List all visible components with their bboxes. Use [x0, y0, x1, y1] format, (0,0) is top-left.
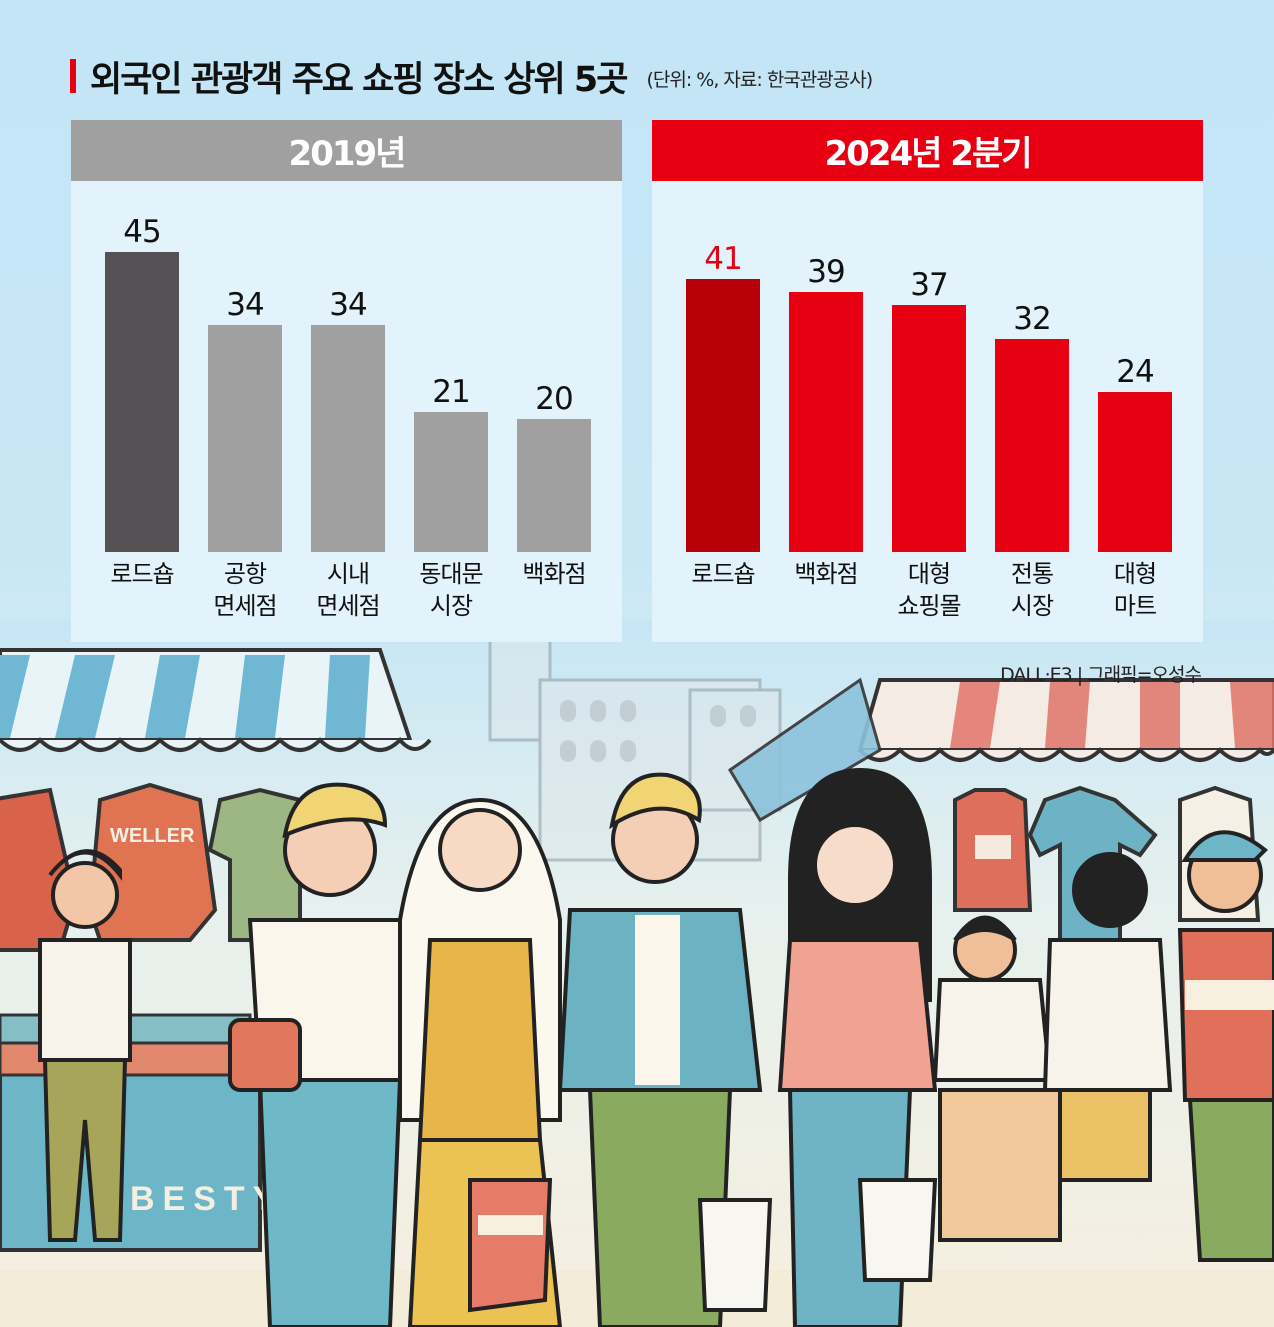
bar — [414, 412, 488, 552]
chart-subtitle: (단위: %, 자료: 한국관광공사) — [646, 68, 873, 91]
bar-value-label: 32 — [1013, 301, 1051, 337]
svg-text:BESTY: BESTY — [130, 1180, 283, 1218]
category-label: 대형 마트 — [1113, 560, 1157, 620]
bar-value-label: 37 — [910, 267, 948, 303]
category-label: 대형 쇼핑몰 — [897, 560, 961, 620]
market-illustration: WELLER BESTY — [0, 620, 1274, 1327]
bar-group: 39 — [789, 242, 863, 552]
category-label: 백화점 — [794, 560, 858, 588]
chart-title-row: 외국인 관광객 주요 쇼핑 장소 상위 5곳 (단위: %, 자료: 한국관광공… — [70, 52, 873, 100]
bar-value-label: 39 — [807, 254, 845, 290]
bar-group: 20 — [517, 369, 591, 552]
svg-text:WELLER: WELLER — [110, 825, 195, 847]
bar — [517, 419, 591, 552]
category-label: 시내 면세점 — [316, 560, 380, 620]
bar-group: 24 — [1098, 342, 1172, 552]
bar-value-label: 24 — [1116, 354, 1154, 390]
bar — [686, 279, 760, 552]
bar-group: 21 — [414, 362, 488, 552]
bar-group: 32 — [995, 289, 1069, 552]
bar — [208, 325, 282, 552]
bar — [892, 305, 966, 552]
category-label: 로드숍 — [110, 560, 174, 588]
bar-value-label: 34 — [329, 287, 367, 323]
bar — [311, 325, 385, 552]
panel-2024-q2: 2024년 2분기 41 39 37 32 24 로드숍 백화점 대형 쇼핑몰 전통 시장 대형… — [652, 120, 1203, 642]
title-accent-bar — [70, 59, 76, 93]
bar-group: 41 — [686, 229, 760, 552]
bar-value-label: 21 — [432, 374, 470, 410]
bar-group: 37 — [892, 255, 966, 552]
bar-value-label: 41 — [704, 241, 742, 277]
category-label: 백화점 — [522, 560, 586, 588]
bar-group: 34 — [311, 275, 385, 552]
bar-value-label: 45 — [123, 214, 161, 250]
bar — [1098, 392, 1172, 552]
panel-header-2019: 2019년 — [71, 120, 622, 181]
bar-value-label: 34 — [226, 287, 264, 323]
category-label: 동대문 시장 — [419, 560, 483, 620]
bar-value-label: 20 — [535, 381, 573, 417]
panel-2019: 2019년 45 34 34 21 20 로드숍 공항 면세점 시내 면세점 동대문 시장 백화… — [71, 120, 622, 642]
chart-title: 외국인 관광객 주요 쇼핑 장소 상위 5곳 — [90, 59, 628, 100]
graphic-credit: DALL·E3 | 그래픽=오성수 — [1000, 664, 1202, 686]
panel-header-2024-q2: 2024년 2분기 — [652, 120, 1203, 181]
bar — [789, 292, 863, 552]
category-label: 공항 면세점 — [213, 560, 277, 620]
bar-plot-2024-q2: 41 39 37 32 24 — [652, 181, 1203, 552]
bar-group: 34 — [208, 275, 282, 552]
category-label: 전통 시장 — [1010, 560, 1054, 620]
bar — [995, 339, 1069, 552]
bar — [105, 252, 179, 552]
bar-plot-2019: 45 34 34 21 20 — [71, 181, 622, 552]
bar-group: 45 — [105, 202, 179, 552]
category-label: 로드숍 — [691, 560, 755, 588]
